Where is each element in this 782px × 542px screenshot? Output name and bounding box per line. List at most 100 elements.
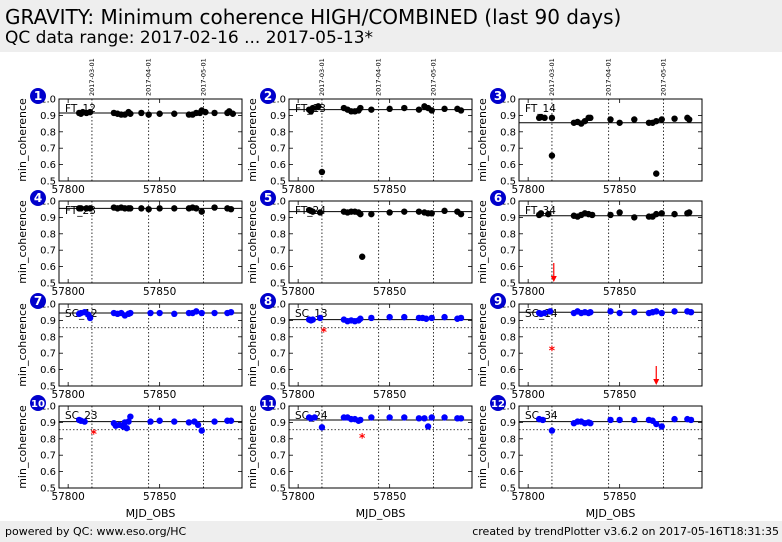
data-point [658,116,665,123]
data-point [423,315,430,322]
month-marker-label: 2017-04-01 [145,58,153,96]
panel-number: 5 [264,191,272,205]
plot-frame [518,98,703,182]
month-marker-label: 2017-03-01 [88,58,96,96]
outlier-marker: * [91,427,98,441]
data-point [171,418,178,425]
panel-number-badge [260,293,276,309]
y-axis-label: min_coherence [476,303,489,387]
month-marker-label: 2017-03-01 [318,58,326,96]
data-point [631,309,638,316]
month-marker-label: 2017-04-01 [375,58,383,96]
data-point [671,308,678,315]
data-point [359,253,366,260]
x-tick-label: 57800 [51,184,84,196]
panel-number: 11 [261,399,275,410]
outlier-marker: * [359,431,366,445]
y-tick-label: 0.9 [500,316,516,327]
y-tick-label: 1.0 [270,95,286,106]
y-tick-label: 0.7 [500,451,516,462]
data-point [671,210,678,218]
y-tick-label: 0.5 [500,382,516,393]
x-tick-label: 57800 [51,286,84,298]
x-tick-label: 57800 [511,389,544,401]
data-point [227,309,235,316]
y-tick-label: 1.0 [500,402,516,413]
y-tick-label: 1.0 [270,402,286,413]
y-tick-label: 0.8 [500,332,516,343]
y-tick-label: 1.0 [40,197,56,208]
panel-label: SC_23 [65,410,98,422]
y-tick-label: 0.6 [270,160,286,171]
y-tick-label: 0.6 [500,262,516,273]
data-point [171,205,178,212]
data-point [315,103,322,110]
data-point [607,308,614,315]
y-tick-label: 0.9 [40,418,56,429]
y-tick-label: 0.6 [270,365,286,376]
panel-number: 8 [264,294,272,308]
x-tick-label: 57850 [143,184,176,196]
data-point [123,424,130,432]
y-tick-label: 0.5 [500,484,516,495]
data-point [587,309,594,316]
data-point [386,313,393,321]
y-axis-label: min_coherence [476,405,489,489]
data-point [202,108,209,116]
data-point [357,210,364,218]
y-tick-label: 0.5 [270,382,286,393]
footer: powered by QC: www.eso.org/HC created by… [0,521,782,542]
y-tick-label: 0.8 [270,332,286,343]
data-point [653,170,660,177]
y-tick-label: 0.9 [270,111,286,122]
data-point [211,204,218,211]
y-axis-label: min_coherence [246,405,259,489]
data-point [441,414,448,421]
y-tick-label: 0.7 [270,349,286,360]
panel-number: 7 [34,294,42,308]
y-tick-label: 0.9 [40,213,56,224]
y-tick-label: 0.8 [500,434,516,445]
data-point [125,418,132,425]
offscale-arrow-head [550,276,557,282]
panel-number: 10 [31,399,45,410]
panel-number: 4 [34,191,42,205]
data-point [658,423,665,430]
data-point [309,104,316,112]
y-tick-label: 0.7 [270,451,286,462]
data-point [357,315,364,322]
x-tick-label: 57850 [603,286,636,298]
y-tick-label: 0.5 [40,279,56,290]
data-point [631,214,638,221]
data-point [145,111,152,118]
offscale-arrow-head [653,379,660,385]
y-tick-label: 1.0 [40,402,56,413]
panel-number-badge [260,395,276,411]
footer-timestamp: created by trendPlotter v3.6.2 on 2017-0… [472,525,779,538]
data-point [401,208,408,215]
data-point [589,211,596,219]
y-tick-label: 0.8 [270,127,286,138]
y-tick-label: 0.9 [500,213,516,224]
data-point [156,309,163,317]
y-tick-label: 0.8 [270,434,286,445]
data-point [171,110,178,117]
y-tick-label: 0.7 [500,349,516,360]
page-subtitle: QC data range: 2017-02-16 ... 2017-05-13… [5,28,374,48]
x-tick-label: 57850 [373,389,406,401]
data-point [147,309,154,317]
data-point [415,106,423,113]
data-point [401,104,408,112]
panel-number-badge [490,293,506,309]
y-tick-label: 0.5 [40,382,56,393]
data-point [309,316,316,323]
plot-frame [288,98,473,182]
data-point [428,314,435,322]
data-point [211,109,218,117]
data-point [685,209,693,216]
panel-number-badge [30,293,46,309]
data-point [658,309,665,317]
panel-label: FT_14 [525,103,556,115]
x-tick-label: 57800 [281,389,314,401]
outlier-marker: * [321,325,328,339]
